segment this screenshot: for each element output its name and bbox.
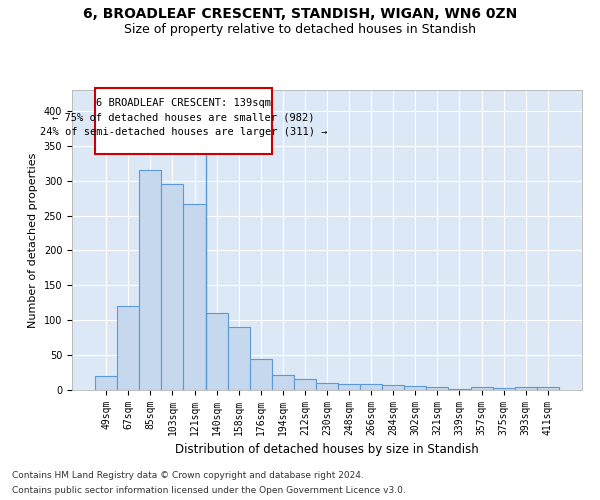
Bar (338, 384, 360, 390)
Bar (316, 383, 338, 390)
Bar (161, 184, 184, 390)
Bar (537, 387, 559, 390)
Text: Size of property relative to detached houses in Standish: Size of property relative to detached ho… (124, 22, 476, 36)
Text: 6, BROADLEAF CRESCENT, STANDISH, WIGAN, WN6 0ZN: 6, BROADLEAF CRESCENT, STANDISH, WIGAN, … (83, 8, 517, 22)
Bar (470, 386, 493, 390)
Text: 6 BROADLEAF CRESCENT: 139sqm
← 75% of detached houses are smaller (982)
24% of s: 6 BROADLEAF CRESCENT: 139sqm ← 75% of de… (40, 98, 327, 138)
Bar (382, 385, 404, 390)
Bar (515, 387, 537, 390)
Text: Distribution of detached houses by size in Standish: Distribution of detached houses by size … (175, 442, 479, 456)
Bar (427, 387, 448, 390)
Bar (272, 376, 294, 390)
FancyBboxPatch shape (95, 88, 272, 154)
Bar (184, 204, 206, 390)
Bar (404, 386, 427, 390)
Bar (360, 384, 382, 390)
Text: Contains HM Land Registry data © Crown copyright and database right 2024.: Contains HM Land Registry data © Crown c… (12, 471, 364, 480)
Bar (227, 327, 250, 390)
Y-axis label: Number of detached properties: Number of detached properties (28, 152, 38, 328)
Bar (95, 376, 117, 390)
Bar (448, 388, 470, 390)
Bar (294, 379, 316, 390)
Bar (117, 306, 139, 390)
Bar (139, 170, 161, 390)
Text: Contains public sector information licensed under the Open Government Licence v3: Contains public sector information licen… (12, 486, 406, 495)
Bar (250, 358, 272, 390)
Bar (493, 388, 515, 390)
Bar (206, 314, 227, 390)
